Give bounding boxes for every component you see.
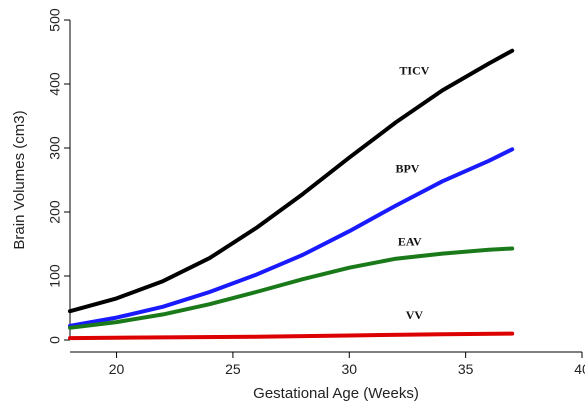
x-tick-label: 35 xyxy=(458,361,474,377)
series-line-bpv xyxy=(68,147,515,328)
series-line-ticv xyxy=(68,48,515,314)
x-tick-label: 30 xyxy=(341,361,357,377)
x-axis-title: Gestational Age (Weeks) xyxy=(253,385,419,401)
y-tick-label: 0 xyxy=(47,336,63,344)
series-labels: TICV BPV EAV VV xyxy=(395,63,429,321)
x-tick-label: 20 xyxy=(109,361,125,377)
y-tick-label: 400 xyxy=(47,72,63,96)
series-label-ticv: TICV xyxy=(399,63,429,77)
series-line-vv xyxy=(68,331,515,341)
y-axis-title: Brain Volumes (cm3) xyxy=(11,110,28,249)
y-tick-label: 300 xyxy=(47,136,63,160)
series-line-eav xyxy=(68,246,515,330)
y-tick-label: 200 xyxy=(47,200,63,224)
series-lines xyxy=(68,48,515,341)
y-tick-label: 500 xyxy=(47,8,63,32)
x-tick-label: 40 xyxy=(574,361,585,377)
y-tick-label: 100 xyxy=(47,264,63,288)
axis-ticks: 20253035400100200300400500 xyxy=(47,8,585,377)
x-tick-label: 25 xyxy=(225,361,241,377)
series-label-eav: EAV xyxy=(398,234,422,248)
series-label-vv: VV xyxy=(406,308,424,322)
series-label-bpv: BPV xyxy=(395,161,419,175)
